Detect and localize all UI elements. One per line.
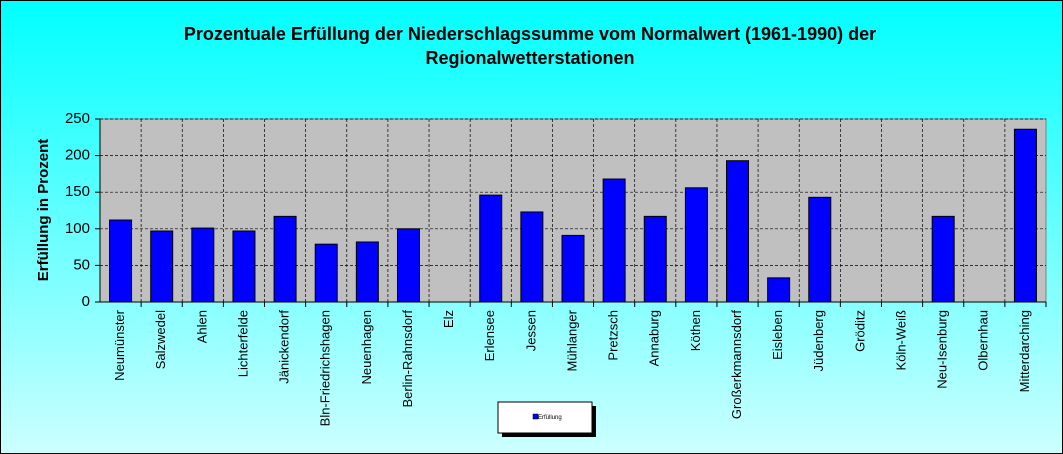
x-tick-label: Großerkmannsdorf <box>729 310 744 419</box>
x-tick-label: Köthen <box>688 310 703 351</box>
x-tick-label: Ahlen <box>194 310 209 343</box>
chart-layer: 0 50 100 150 200 250 Neumünster Salzwedel Ahlen L… <box>65 110 1047 426</box>
bar <box>561 234 585 303</box>
legend <box>497 401 593 434</box>
y-tick-label: 150 <box>65 183 90 200</box>
y-tick-label: 200 <box>65 147 90 164</box>
bar <box>931 215 955 303</box>
x-tick-label: Bln-Friedrichshagen <box>318 310 333 426</box>
bar <box>602 178 626 303</box>
bar <box>684 187 708 303</box>
x-tick-label: Eisleben <box>770 310 785 360</box>
x-tick-label: Elz <box>441 310 456 328</box>
x-tick-label: Neumünster <box>112 309 127 380</box>
x-tick-label: Jüdenberg <box>811 310 826 371</box>
bar <box>767 277 791 303</box>
x-tick-label: Olbernhau <box>976 310 991 371</box>
y-tick-label: 50 <box>73 256 90 273</box>
y-axis-label: Erfüllung in Prozent <box>35 139 52 282</box>
legend-swatch <box>532 413 539 420</box>
bar <box>232 230 256 303</box>
x-tick-label: Jessen <box>523 310 538 351</box>
bar <box>726 160 750 303</box>
x-tick-label: Jänickendorf <box>277 310 292 384</box>
x-tick-label: Annaburg <box>647 310 662 366</box>
x-tick-label: Neuenhagen <box>359 310 374 384</box>
bar <box>396 228 420 303</box>
chart-title: Prozentuale Erfüllung der Niederschlagss… <box>183 24 877 68</box>
bar <box>150 230 174 303</box>
y-tick-label: 250 <box>65 110 90 127</box>
bar <box>643 215 667 303</box>
bar <box>355 241 379 303</box>
x-tick-label: Mühlanger <box>564 309 579 371</box>
bar <box>1013 128 1037 303</box>
bar <box>273 215 297 303</box>
y-tick-label: 0 <box>82 293 90 310</box>
x-tick-label: Neu-Isenburg <box>935 310 950 389</box>
x-tick-label: Gröditz <box>852 310 867 352</box>
y-tick-label: 100 <box>65 220 90 237</box>
bar <box>109 219 133 303</box>
legend-label: Erfüllung <box>538 415 562 421</box>
x-tick-label: Erlensee <box>482 310 497 361</box>
bar <box>520 211 544 303</box>
bar <box>808 196 832 303</box>
bar <box>314 243 338 303</box>
x-tick-label: Salzwedel <box>153 310 168 369</box>
bar <box>191 227 215 303</box>
x-tick-label: Berlin-Rahnsdorf <box>400 310 415 408</box>
x-tick-label: Köln-Weiß <box>893 310 908 371</box>
x-tick-label: Mitterdarching <box>1017 310 1032 392</box>
bar <box>479 194 503 303</box>
x-tick-label: Pretzsch <box>606 310 621 361</box>
x-tick-label: Lichterfelde <box>235 310 250 377</box>
